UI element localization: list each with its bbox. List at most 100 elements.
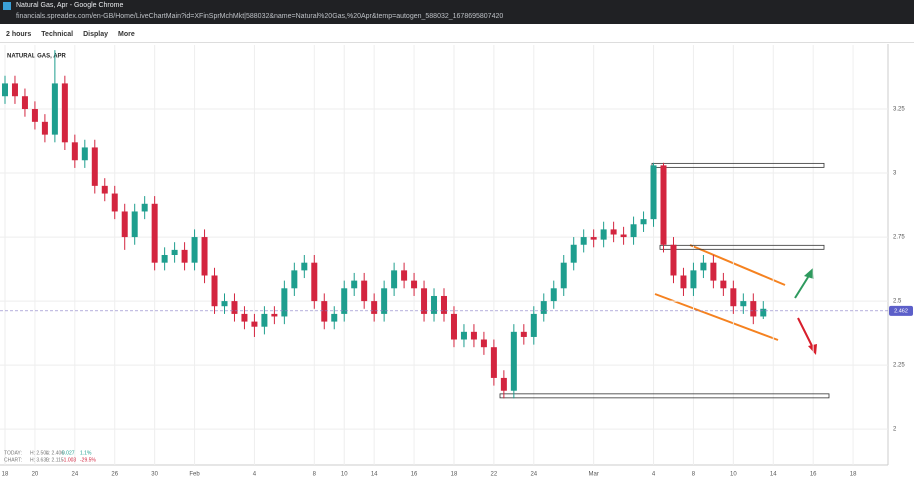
candle-body [740, 301, 747, 307]
drawings [654, 244, 817, 355]
candle-body [41, 121, 48, 135]
candle-body [141, 203, 148, 212]
candle-body [21, 96, 28, 110]
candle-body [291, 270, 298, 289]
candle-body [530, 313, 537, 337]
info-text: 1.1% [80, 450, 92, 456]
candle-body [391, 270, 398, 289]
candle-body [331, 313, 338, 322]
info-text: L: 2.406 [46, 450, 64, 456]
candle-body [480, 339, 487, 348]
candle-body [470, 331, 477, 340]
info-text: TODAY: [4, 450, 22, 456]
candle-body [500, 377, 507, 391]
x-tick-label: 18 [850, 472, 857, 478]
candle-body [720, 280, 727, 289]
candle-body [191, 237, 198, 263]
x-tick-label: 20 [32, 472, 39, 478]
x-tick-label: 10 [730, 472, 737, 478]
candle-body [171, 249, 178, 255]
candle-body [211, 275, 218, 307]
candle-body [101, 185, 108, 194]
y-tick-label: 2.5 [893, 299, 902, 305]
toolbar-item[interactable]: Display [83, 30, 108, 38]
x-tick-label: Feb [189, 472, 200, 478]
y-tick-label: 2.25 [893, 363, 905, 369]
candle-body [650, 165, 657, 220]
candle-body [151, 203, 158, 263]
x-tick-label: Mar [588, 472, 598, 478]
x-tick-label: 22 [491, 472, 498, 478]
candle-body [660, 165, 667, 245]
x-tick-label: 10 [341, 472, 348, 478]
candle-body [431, 295, 438, 314]
x-tick-label: 18 [451, 472, 458, 478]
candle-body [490, 347, 497, 378]
candle-body [401, 270, 408, 281]
candle-body [600, 229, 607, 240]
candle-body [570, 244, 577, 263]
x-tick-label: 14 [770, 472, 777, 478]
x-tick-label: 26 [111, 472, 118, 478]
browser-bar: Natural Gas, Apr - Google Chrome financi… [0, 0, 914, 24]
candle-body [411, 280, 418, 289]
url[interactable]: financials.spreadex.com/en-GB/Home/LiveC… [16, 13, 504, 20]
candle-body [520, 331, 527, 337]
candle-body [560, 262, 567, 289]
candle-body [620, 234, 627, 238]
candle-body [371, 301, 378, 314]
x-tick-label: 4 [253, 472, 257, 478]
info-text: 0.027 [62, 450, 75, 456]
candle-body [710, 262, 717, 281]
candle-body [510, 331, 517, 391]
x-tick-label: 4 [652, 472, 656, 478]
candle-body [760, 308, 767, 317]
candle-body [161, 255, 168, 263]
candle-body [271, 313, 278, 317]
info-text: H: 3.639 [30, 457, 49, 463]
channel-line [689, 244, 786, 286]
y-tick-label: 3.25 [893, 107, 905, 113]
app-icon [3, 2, 11, 10]
candle-body [540, 301, 547, 314]
arrow-head [808, 344, 817, 355]
channel-line [654, 293, 779, 341]
chart: NATURAL GAS, APR 3.25 3 2.75 2.5 2.25 2 18 20 24… [0, 44, 913, 478]
candle-body [381, 288, 388, 314]
toolbar-item[interactable]: More [117, 30, 135, 38]
chart-title: NATURAL GAS, APR [7, 54, 67, 60]
x-tick-label: 18 [2, 472, 9, 478]
candle-body [580, 237, 587, 245]
candle-body [700, 262, 707, 271]
candle-body [201, 237, 208, 276]
last-price-label: 2.462 [894, 308, 908, 314]
y-tick-label: 3 [893, 171, 897, 177]
x-tick-label: 24 [530, 472, 537, 478]
toolbar-item[interactable]: 2 hours [6, 30, 32, 38]
x-tick-label: 30 [151, 472, 158, 478]
info-text: CHART: [4, 457, 22, 463]
candle-body [71, 142, 78, 161]
toolbar-item[interactable]: Technical [41, 30, 74, 38]
x-tick-label: 8 [692, 472, 696, 478]
zone [659, 244, 825, 250]
info-text: -29.5% [80, 457, 96, 463]
arrow [797, 317, 814, 349]
y-tick-label: 2.75 [893, 235, 905, 241]
candle-body [690, 270, 697, 289]
candle-body [251, 321, 258, 327]
candle-body [610, 229, 617, 235]
candle-body [730, 288, 737, 307]
candle-body [670, 244, 677, 276]
x-tick-label: 8 [313, 472, 317, 478]
x-tick-label: 16 [411, 472, 418, 478]
candle-body [31, 109, 38, 122]
candle-body [281, 288, 288, 317]
x-tick-label: 14 [371, 472, 378, 478]
candle-body [421, 288, 428, 314]
candle-body [131, 211, 138, 238]
zone [651, 162, 825, 168]
arrow-head [804, 268, 814, 279]
info-text: -1.003 [62, 457, 76, 463]
x-tick-label: 16 [810, 472, 817, 478]
